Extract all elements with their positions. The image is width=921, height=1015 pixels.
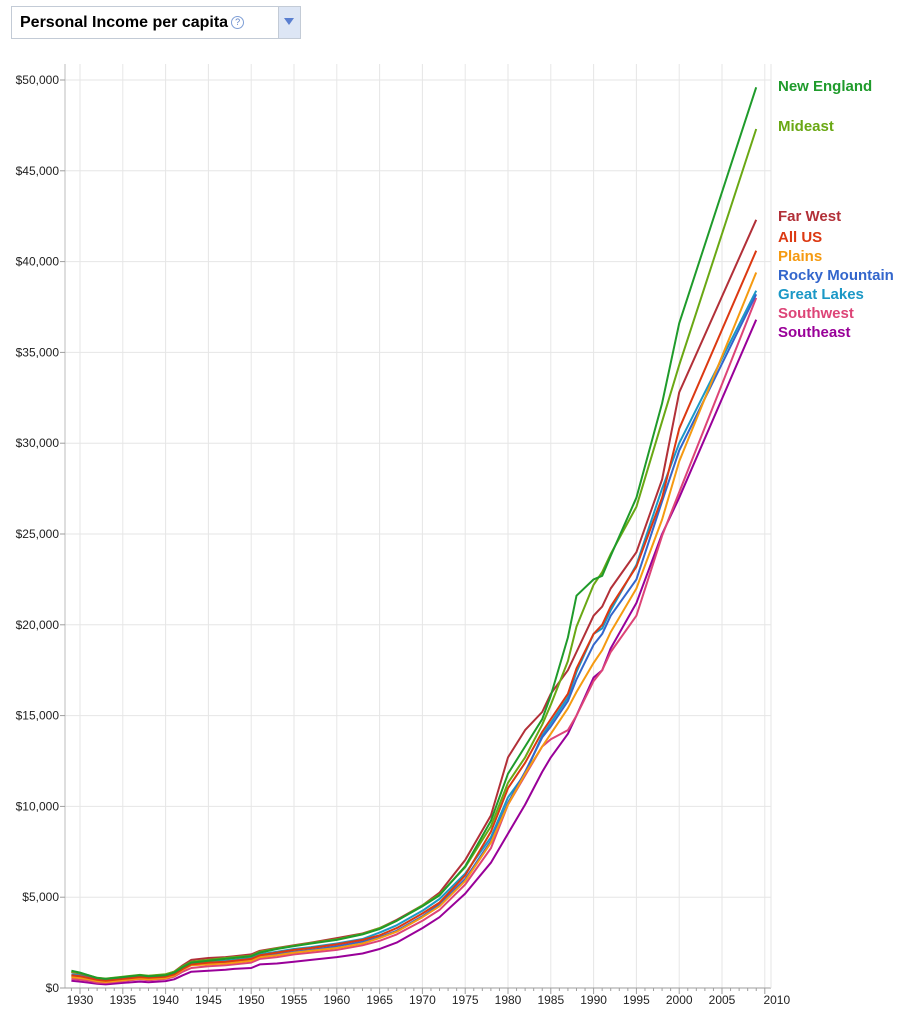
x-tick-label: 2005 bbox=[709, 993, 736, 1007]
x-tick-label: 1985 bbox=[537, 993, 564, 1007]
y-tick-label: $50,000 bbox=[16, 73, 60, 87]
y-tick-label: $35,000 bbox=[16, 345, 60, 359]
y-tick-label: $30,000 bbox=[16, 436, 60, 450]
y-tick-label: $15,000 bbox=[16, 709, 60, 723]
legend-item-new-england: New England bbox=[778, 78, 872, 95]
legend-item-rocky-mountain: Rocky Mountain bbox=[778, 267, 894, 284]
legend-item-southeast: Southeast bbox=[778, 324, 851, 341]
y-tick-label: $0 bbox=[46, 981, 60, 995]
series-line-all-us bbox=[71, 250, 758, 982]
legend-item-plains: Plains bbox=[778, 248, 822, 265]
series-line-great-lakes bbox=[71, 290, 758, 982]
metric-dropdown-button[interactable] bbox=[278, 7, 300, 38]
metric-label: Personal Income per capita bbox=[20, 13, 229, 31]
x-tick-label: 1975 bbox=[452, 993, 479, 1007]
x-tick-label: 1935 bbox=[109, 993, 136, 1007]
series-line-mideast bbox=[71, 128, 758, 980]
legend-item-far-west: Far West bbox=[778, 208, 841, 225]
legend-item-mideast: Mideast bbox=[778, 118, 834, 135]
x-tick-label: 1995 bbox=[623, 993, 650, 1007]
y-tick-label: $20,000 bbox=[16, 618, 60, 632]
chart-grid bbox=[64, 64, 772, 989]
y-tick-label: $5,000 bbox=[22, 890, 59, 904]
x-tick-label: 1990 bbox=[580, 993, 607, 1007]
x-axis-ticks: 1930 1935 1940 1945 1950 1955 1960 1965 1970 1975… bbox=[67, 988, 790, 1007]
series-line-southwest bbox=[71, 297, 758, 984]
x-tick-label: 1965 bbox=[366, 993, 393, 1007]
series-line-new-england bbox=[71, 86, 758, 980]
x-tick-label: 1960 bbox=[323, 993, 350, 1007]
x-tick-label: 1980 bbox=[495, 993, 522, 1007]
y-tick-label: $25,000 bbox=[16, 527, 60, 541]
legend-item-southwest: Southwest bbox=[778, 305, 854, 322]
series-lines bbox=[71, 86, 758, 986]
series-line-plains bbox=[71, 272, 758, 983]
x-tick-label: 1940 bbox=[152, 993, 179, 1007]
legend: New England Mideast Far West All US Plains Ro… bbox=[778, 78, 894, 341]
x-tick-label: 2000 bbox=[666, 993, 693, 1007]
legend-item-all-us: All US bbox=[778, 229, 822, 246]
metric-selector[interactable]: Personal Income per capita ? bbox=[11, 6, 301, 39]
question-mark-icon[interactable]: ? bbox=[231, 16, 245, 29]
y-tick-label: $40,000 bbox=[16, 255, 60, 269]
x-tick-label: 1950 bbox=[238, 993, 265, 1007]
legend-item-great-lakes: Great Lakes bbox=[778, 286, 864, 303]
triangle-down-icon bbox=[284, 18, 294, 25]
y-tick-label: $45,000 bbox=[16, 164, 60, 178]
y-tick-label: $10,000 bbox=[16, 799, 60, 813]
x-tick-label: 1955 bbox=[281, 993, 308, 1007]
series-line-southeast bbox=[71, 319, 758, 986]
x-tick-label: 1970 bbox=[409, 993, 436, 1007]
x-tick-label: 2010 bbox=[763, 993, 790, 1007]
x-tick-label: 1945 bbox=[195, 993, 222, 1007]
series-line-far-west bbox=[71, 219, 758, 980]
y-axis-ticks: $0 $5,000 $10,000 $15,000 $20,000 $25,000 $30,… bbox=[16, 73, 65, 995]
series-line-rocky-mountain bbox=[71, 293, 758, 983]
x-tick-label: 1930 bbox=[67, 993, 94, 1007]
